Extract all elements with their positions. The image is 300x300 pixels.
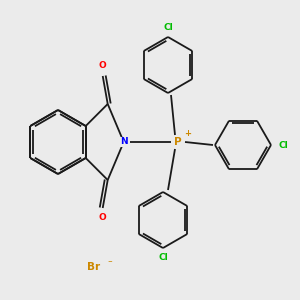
Text: Cl: Cl bbox=[163, 22, 173, 32]
Text: P: P bbox=[174, 137, 182, 147]
Text: O: O bbox=[99, 214, 106, 223]
Text: N: N bbox=[120, 137, 127, 146]
Text: ⁻: ⁻ bbox=[107, 260, 112, 268]
Text: O: O bbox=[99, 61, 106, 70]
Text: Cl: Cl bbox=[158, 254, 168, 262]
Text: Cl: Cl bbox=[278, 140, 288, 149]
Text: Br: Br bbox=[87, 262, 100, 272]
Text: +: + bbox=[184, 128, 191, 137]
